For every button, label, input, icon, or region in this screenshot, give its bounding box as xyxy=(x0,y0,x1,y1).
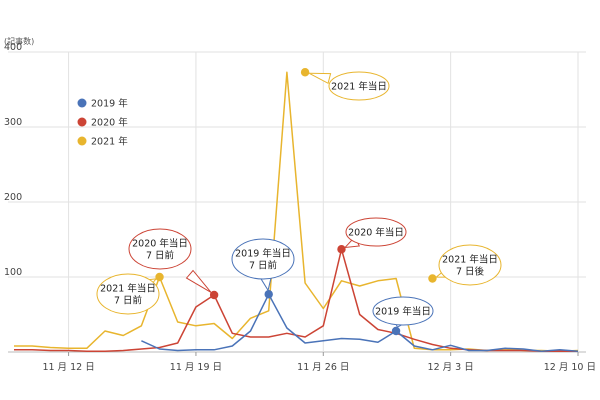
series-line-2021 xyxy=(14,71,579,353)
annotation-bubble-fill xyxy=(98,275,158,313)
legend-label: 2021 年 xyxy=(91,136,128,148)
annotation-label: 2021 年当日 xyxy=(442,254,498,266)
legend-label: 2019 年 xyxy=(91,98,128,110)
y-axis-unit-label: (記事数) xyxy=(4,36,34,46)
annotation-tail xyxy=(185,269,212,293)
annotation-marker xyxy=(264,290,273,299)
annotation-label: 7 日前 xyxy=(114,295,142,307)
annotation-bubble-fill xyxy=(233,240,293,278)
annotation-label: 2021 年当日 xyxy=(100,283,156,295)
series-lines xyxy=(14,71,579,353)
annotation-label: 2020 年当日 xyxy=(348,227,404,239)
annotation-bubble-fill xyxy=(347,219,405,245)
annotation-label: 2021 年当日 xyxy=(331,81,387,93)
y-tick-label: 200 xyxy=(4,192,22,203)
y-tick-label: 300 xyxy=(4,117,22,128)
annotation-bubble-fill xyxy=(330,73,388,99)
annotation-label: 7 日前 xyxy=(146,250,174,262)
x-tick-label: 11 月 19 日 xyxy=(170,362,222,373)
legend-marker xyxy=(77,98,87,108)
legend-marker xyxy=(77,136,87,146)
x-tick-label: 11 月 26 日 xyxy=(297,362,349,373)
annotation-marker xyxy=(155,272,164,282)
annotation-label: 7 日前 xyxy=(249,260,277,272)
annotation-label: 2020 年当日 xyxy=(132,238,188,250)
x-axis-ticks: 11 月 12 日 11 月 19 日 11 月 26 日 12 月 3 日 12 月 … xyxy=(42,352,596,373)
annotation-marker xyxy=(209,290,219,300)
annotation-marker xyxy=(428,274,437,283)
y-tick-label: 400 xyxy=(4,42,22,53)
annotation-label: 7 日後 xyxy=(456,266,485,278)
annotation-bubble-fill xyxy=(374,298,432,324)
legend-marker xyxy=(77,117,87,127)
x-tick-label: 12 月 3 日 xyxy=(428,362,474,373)
annotation-bubble-fill xyxy=(440,246,500,284)
annotation-marker xyxy=(337,245,346,254)
annotation-label: 2019 年当日 xyxy=(375,306,431,318)
annotation-label: 2019 年当日 xyxy=(235,248,291,260)
legend: 2019 年 2020 年 2021 年 xyxy=(77,98,128,148)
annotation-bubble-fill xyxy=(130,230,190,268)
y-tick-label: 100 xyxy=(4,267,22,278)
grid xyxy=(8,51,586,353)
annotation-marker xyxy=(300,68,310,77)
legend-label: 2020 年 xyxy=(91,117,128,129)
x-tick-label: 12 月 10 日 xyxy=(544,362,596,373)
x-tick-label: 11 月 12 日 xyxy=(42,362,94,373)
annotation-marker xyxy=(391,326,401,336)
y-axis-ticks: 100 200 300 400 xyxy=(4,42,22,278)
annotation-tail xyxy=(308,72,332,85)
series-line-2019 xyxy=(141,293,579,353)
